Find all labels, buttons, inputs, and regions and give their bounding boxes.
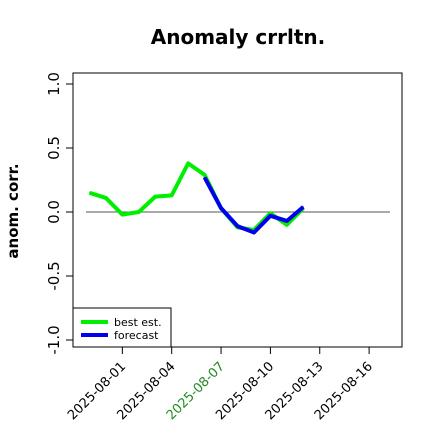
data-point (269, 215, 271, 217)
data-point (105, 197, 107, 199)
data-point (154, 196, 156, 198)
y-axis: -1.0 -0.5 0.0 0.5 1.0 (45, 72, 74, 355)
y-tick-label: -1.0 (45, 325, 63, 354)
series-line-best-est (88, 161, 305, 232)
data-point (138, 211, 140, 213)
y-axis-label: anom. corr. (4, 163, 22, 258)
y-tick-label: 0.0 (45, 200, 63, 224)
y-tick-label: 1.0 (45, 72, 63, 96)
data-point (269, 212, 271, 214)
y-tick-label: -0.5 (45, 261, 63, 290)
legend-label-forecast: forecast (114, 329, 159, 342)
data-point (204, 174, 206, 176)
chart-title: Anomaly crrltn. (151, 25, 325, 49)
x-axis: 2025-08-012025-08-042025-08-072025-08-10… (65, 346, 376, 423)
legend-box (72, 307, 172, 348)
legend: best est. forecast (72, 307, 172, 348)
series-group (88, 161, 305, 235)
data-point (253, 231, 255, 233)
data-point (237, 225, 238, 227)
data-point (204, 176, 206, 178)
data-point (187, 162, 189, 164)
y-tick-label: 0.5 (45, 136, 63, 160)
data-point (88, 192, 90, 194)
plot-frame (72, 72, 403, 348)
legend-label-best-est: best est. (114, 316, 162, 329)
data-point (220, 207, 222, 209)
data-point (121, 214, 123, 216)
data-point (302, 206, 304, 208)
data-point (171, 194, 173, 196)
data-point (286, 224, 288, 226)
data-point (286, 220, 288, 222)
